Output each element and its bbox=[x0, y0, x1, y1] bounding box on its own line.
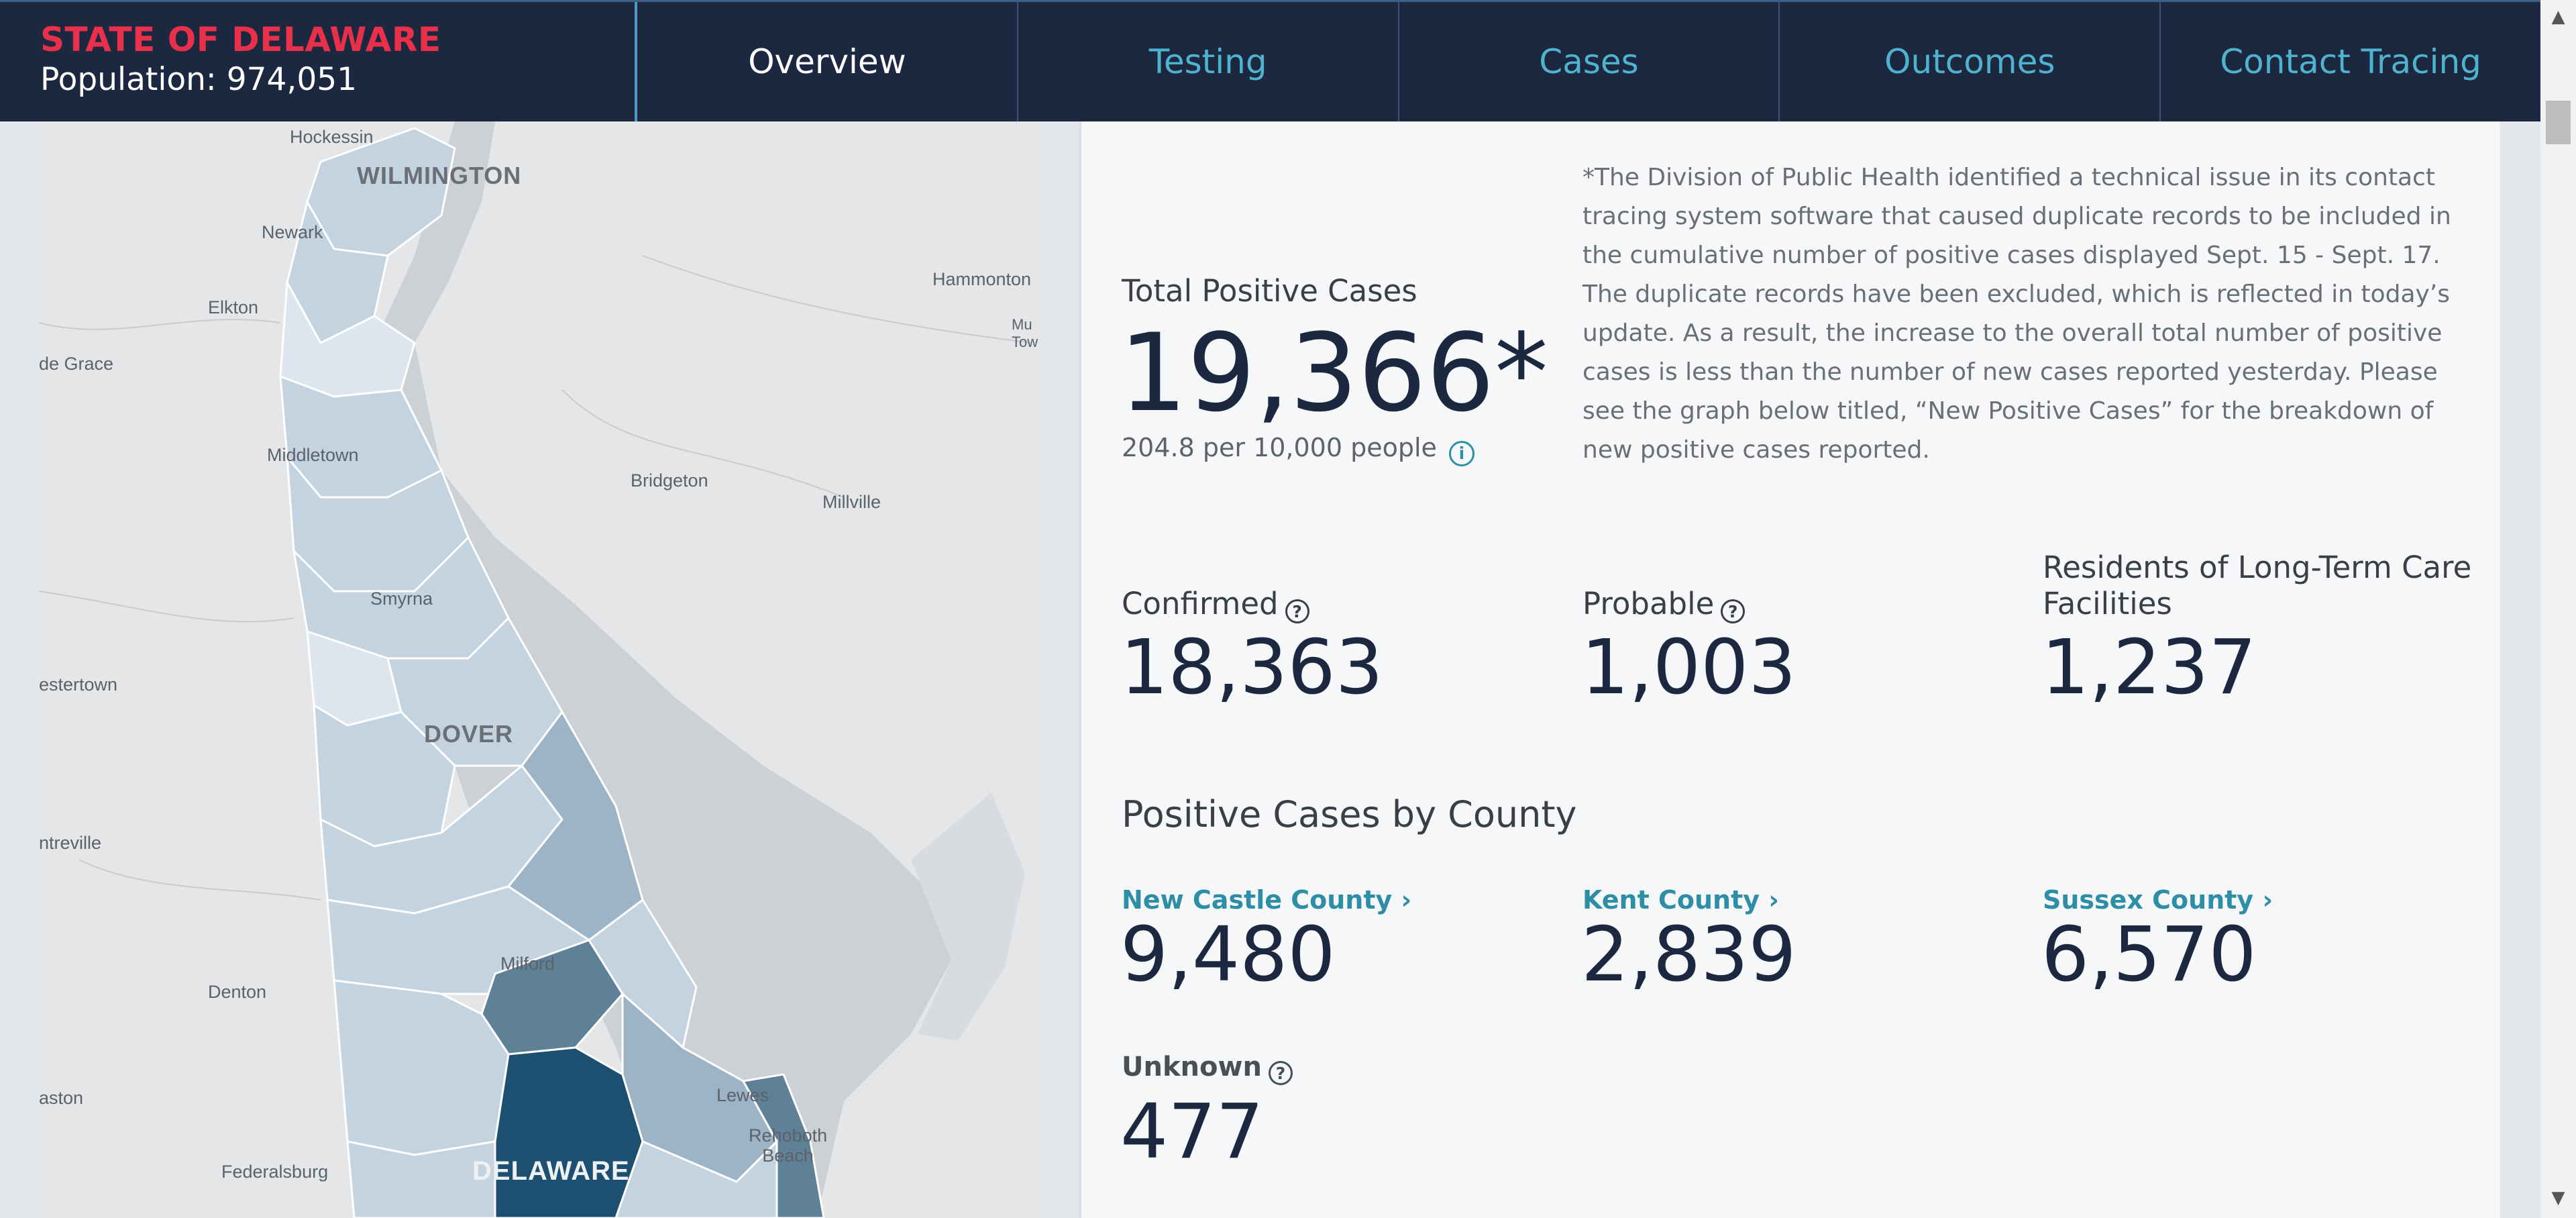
map-label-dover: DOVER bbox=[424, 720, 514, 748]
chevron-right-icon: › bbox=[1401, 885, 1412, 915]
map-roads bbox=[39, 255, 1032, 901]
confirmed-value: 18,363 bbox=[1120, 624, 1383, 711]
unknown-help-icon[interactable]: ? bbox=[1268, 1060, 1293, 1085]
map-road bbox=[78, 859, 321, 901]
ltc-label: Residents of Long-Term Care Facilities bbox=[2043, 550, 2472, 621]
map-label-federalsburg: Federalsburg bbox=[221, 1162, 329, 1182]
state-title: STATE OF DELAWARE bbox=[40, 20, 441, 59]
map-label-denton: Denton bbox=[208, 982, 267, 1002]
map-label-middletown: Middletown bbox=[267, 445, 359, 465]
probable-label-row: Probable? bbox=[1582, 586, 1746, 623]
map-label-hockessin: Hockessin bbox=[290, 127, 374, 147]
tab-testing[interactable]: Testing bbox=[1016, 2, 1398, 121]
population-text: Population: 974,051 bbox=[40, 61, 358, 98]
kent-county-link[interactable]: Kent County › bbox=[1582, 885, 1779, 915]
map-water bbox=[354, 121, 951, 1218]
scroll-down-icon[interactable]: ▼ bbox=[2551, 1188, 2565, 1208]
map-road bbox=[39, 591, 294, 623]
map-label-hammonton: Hammonton bbox=[932, 269, 1032, 289]
map-label-lewes: Lewes bbox=[716, 1085, 769, 1105]
probable-label: Probable bbox=[1582, 586, 1715, 621]
map-label-bridgeton: Bridgeton bbox=[631, 470, 708, 491]
region-laurel bbox=[346, 1140, 496, 1218]
confirmed-help-icon[interactable]: ? bbox=[1285, 599, 1309, 623]
region-millsboro bbox=[614, 1139, 778, 1218]
region-georgetown bbox=[494, 1046, 644, 1218]
map-label-de-grace: de Grace bbox=[39, 354, 114, 374]
total-cases-value: 19,366* bbox=[1119, 310, 1548, 436]
info-icon[interactable]: i bbox=[1448, 440, 1474, 466]
probable-value: 1,003 bbox=[1581, 624, 1796, 711]
tab-contact-tracing[interactable]: Contact Tracing bbox=[2159, 2, 2540, 121]
kent-county-label: Kent County bbox=[1582, 885, 1760, 915]
map-label-newark: Newark bbox=[262, 222, 323, 242]
map-label-millville: Millville bbox=[822, 492, 881, 512]
tab-cases[interactable]: Cases bbox=[1397, 2, 1779, 121]
main-nav: Overview Testing Cases Outcomes Contact … bbox=[637, 2, 2540, 121]
unknown-label-row: Unknown? bbox=[1122, 1052, 1293, 1085]
new-castle-county-label: New Castle County bbox=[1122, 885, 1393, 915]
chevron-right-icon: › bbox=[1768, 885, 1779, 915]
county-section-title: Positive Cases by County bbox=[1122, 793, 1577, 835]
map-road bbox=[561, 389, 845, 498]
map-road bbox=[39, 319, 281, 330]
map-label-delaware: DELAWARE bbox=[472, 1156, 630, 1186]
map-label-ntreville: ntreville bbox=[39, 833, 102, 853]
unknown-label: Unknown bbox=[1122, 1052, 1262, 1082]
scroll-up-icon[interactable]: ▲ bbox=[2551, 7, 2565, 27]
map-label-wilmington: WILMINGTON bbox=[357, 162, 522, 189]
new-castle-county-value: 9,480 bbox=[1120, 911, 1336, 999]
tab-outcomes[interactable]: Outcomes bbox=[1778, 2, 2159, 121]
map-graphic bbox=[39, 121, 1045, 1218]
new-castle-county-link[interactable]: New Castle County › bbox=[1122, 885, 1411, 915]
chevron-right-icon: › bbox=[2262, 885, 2273, 915]
map-label-smyrna: Smyrna bbox=[370, 589, 433, 609]
scroll-thumb[interactable] bbox=[2546, 101, 2571, 144]
page-scrollbar[interactable]: ▲ ▼ bbox=[2540, 0, 2576, 1218]
map-label-milford: Milford bbox=[500, 954, 555, 974]
sussex-county-label: Sussex County bbox=[2043, 885, 2254, 915]
total-cases-label: Total Positive Cases bbox=[1122, 273, 1417, 309]
map-label-mu-tow: Mu Tow bbox=[1012, 316, 1038, 350]
ltc-value: 1,237 bbox=[2041, 624, 2257, 711]
sussex-county-value: 6,570 bbox=[2041, 911, 2257, 999]
brand-block: STATE OF DELAWARE Population: 974,051 bbox=[0, 2, 637, 121]
top-header: STATE OF DELAWARE Population: 974,051 Ov… bbox=[0, 0, 2540, 121]
overview-panel: Total Positive Cases 19,366* 204.8 per 1… bbox=[1081, 121, 2500, 1218]
map-regions bbox=[279, 127, 825, 1218]
map-road bbox=[642, 255, 1032, 344]
map-label-aston: aston bbox=[39, 1088, 84, 1108]
region-lewes-north bbox=[587, 898, 698, 1050]
kent-county-value: 2,839 bbox=[1581, 911, 1796, 999]
probable-help-icon[interactable]: ? bbox=[1721, 599, 1746, 623]
sussex-county-link[interactable]: Sussex County › bbox=[2043, 885, 2273, 915]
confirmed-label-row: Confirmed? bbox=[1122, 586, 1309, 623]
map-label-rehoboth-beach: Rehoboth Beach bbox=[749, 1125, 828, 1166]
map-water-bay-edge bbox=[911, 793, 1025, 1041]
case-map[interactable]: Hockessin WILMINGTON Newark Elkton de Gr… bbox=[39, 121, 1045, 1218]
per-capita-row: 204.8 per 10,000 people i bbox=[1122, 433, 1474, 466]
tab-overview[interactable]: Overview bbox=[748, 42, 906, 81]
map-label-estertown: estertown bbox=[39, 674, 118, 695]
per-capita-text: 204.8 per 10,000 people bbox=[1122, 433, 1437, 462]
unknown-value: 477 bbox=[1120, 1088, 1264, 1176]
map-label-elkton: Elkton bbox=[208, 297, 259, 317]
duplicate-records-note: *The Division of Public Health identifie… bbox=[1582, 164, 2451, 464]
confirmed-label: Confirmed bbox=[1122, 586, 1279, 621]
